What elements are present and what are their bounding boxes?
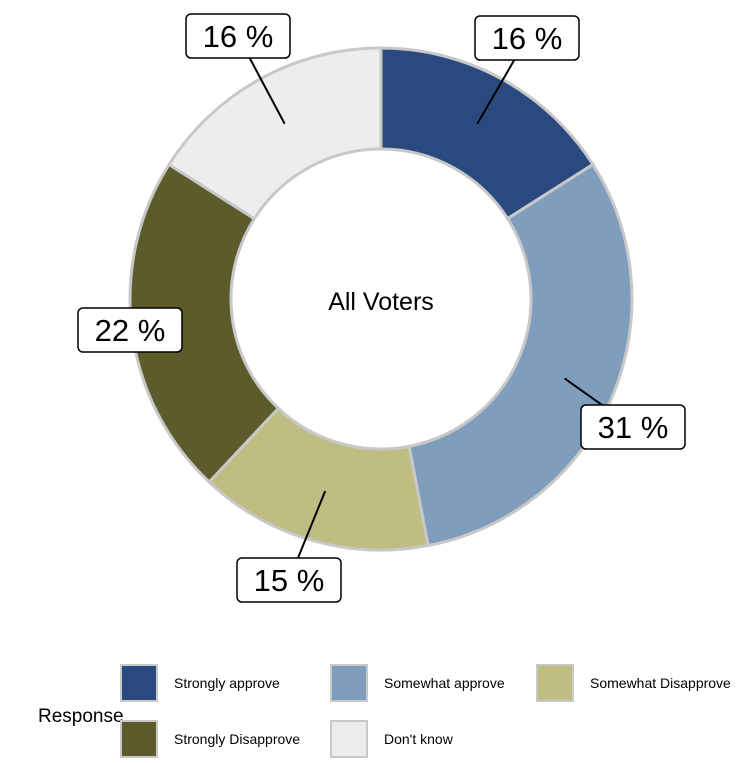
data-label-box: [474, 15, 580, 61]
slice-somewhat-approve: [407, 162, 634, 548]
legend-label: Strongly Disapprove: [174, 731, 301, 747]
slice-don-t-know: [167, 46, 383, 221]
legend: Response Strongly approve Somewhat approv…: [0, 660, 753, 763]
legend-swatch: [120, 664, 158, 702]
data-label: 15 %: [254, 563, 325, 598]
legend-item: Don't know: [330, 720, 453, 758]
legend-label: Somewhat approve: [384, 675, 505, 691]
legend-swatch: [120, 720, 158, 758]
legend-item: Somewhat approve: [330, 664, 505, 702]
data-label: 22 %: [95, 313, 166, 348]
data-label-box: [77, 307, 183, 353]
legend-item: Somewhat Disapprove: [536, 664, 731, 702]
donut-chart: All Voters 16 % 31 % 15 % 22 % 16 %: [77, 13, 686, 603]
data-label: 16 %: [203, 19, 274, 54]
donut-slices: [128, 46, 634, 552]
slice-strongly-approve: [379, 46, 595, 221]
data-label-box: [185, 13, 291, 59]
data-label: 16 %: [492, 21, 563, 56]
legend-swatch: [536, 664, 574, 702]
center-label: All Voters: [328, 288, 434, 316]
data-label-box: [236, 557, 342, 603]
data-label: 31 %: [598, 410, 669, 445]
legend-item: Strongly Disapprove: [120, 720, 300, 758]
legend-swatch: [330, 664, 368, 702]
legend-label: Strongly approve: [174, 675, 280, 691]
data-label-box: [580, 404, 686, 450]
legend-label: Don't know: [384, 731, 453, 747]
legend-label: Somewhat Disapprove: [590, 675, 731, 691]
data-labels: 16 % 31 % 15 % 22 % 16 %: [77, 13, 686, 603]
legend-title: Response: [38, 706, 124, 727]
slice-strongly-disapprove: [128, 162, 281, 485]
legend-item: Strongly approve: [120, 664, 280, 702]
legend-swatch: [330, 720, 368, 758]
